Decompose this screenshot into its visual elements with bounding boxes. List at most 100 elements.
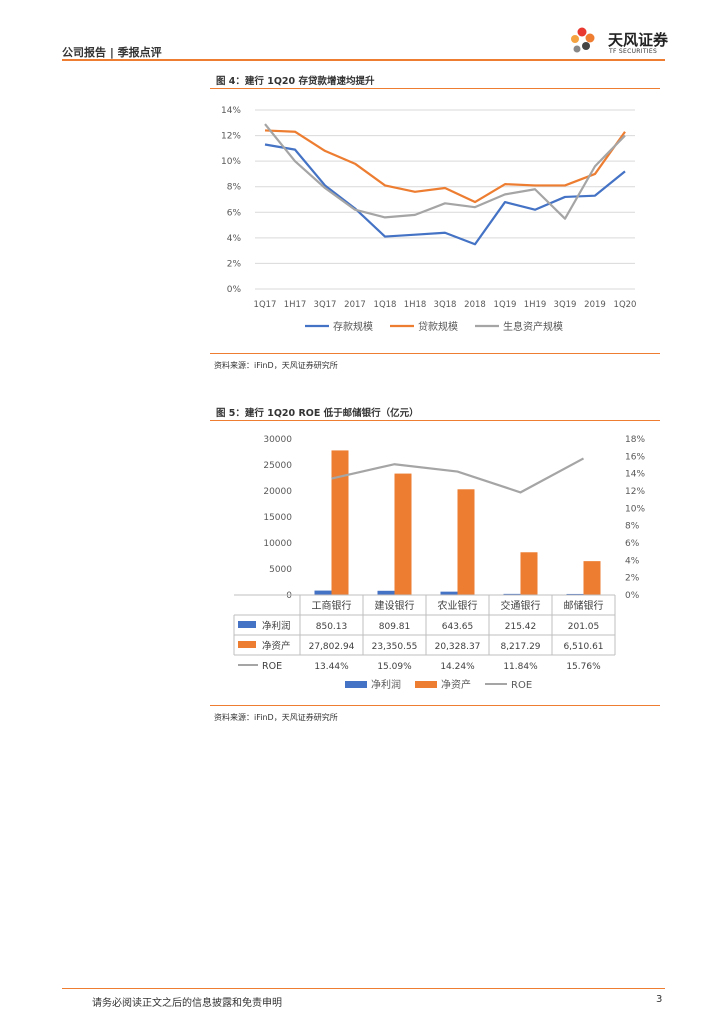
- bar-net-profit: [314, 590, 332, 595]
- table-cell: 15.09%: [377, 662, 412, 672]
- y-left-tick-label: 25000: [263, 461, 292, 471]
- category-label: 农业银行: [438, 599, 478, 612]
- x-tick-label: 2017: [344, 300, 366, 310]
- y-left-tick-label: 10000: [263, 539, 292, 549]
- bar-net-assets: [583, 561, 601, 595]
- y-tick-label: 2%: [227, 259, 242, 269]
- y-left-tick-label: 5000: [269, 565, 292, 575]
- y-right-tick-label: 8%: [625, 522, 640, 532]
- bar-net-assets: [331, 450, 349, 595]
- table-cell: 23,350.55: [372, 642, 418, 652]
- x-tick-label: 1Q17: [254, 300, 277, 310]
- figure4-top-rule: [210, 88, 660, 89]
- bar-net-profit: [503, 593, 521, 595]
- y-left-tick-label: 30000: [263, 435, 292, 445]
- category-label: 建设银行: [375, 599, 415, 612]
- series-line-2: [264, 123, 626, 220]
- table-cell: 643.65: [442, 622, 474, 632]
- legend-label: ROE: [511, 680, 532, 691]
- y-right-tick-label: 14%: [625, 470, 645, 480]
- legend-swatch: [345, 681, 367, 688]
- y-left-tick-label: 15000: [263, 513, 292, 523]
- table-cell: 20,328.37: [435, 642, 481, 652]
- header-divider: [62, 59, 665, 61]
- y-right-tick-label: 12%: [625, 487, 645, 497]
- y-right-tick-label: 18%: [625, 435, 645, 445]
- table-cell: 14.24%: [440, 662, 475, 672]
- y-left-tick-label: 20000: [263, 487, 292, 497]
- footer-disclaimer: 请务必阅读正文之后的信息披露和免责申明: [92, 998, 282, 1009]
- footer-divider: [62, 988, 665, 989]
- series-line-0: [264, 143, 626, 246]
- table-cell: 809.81: [379, 622, 411, 632]
- y-right-tick-label: 4%: [625, 556, 640, 566]
- category-label: 邮储银行: [564, 599, 604, 612]
- y-tick-label: 10%: [221, 157, 241, 167]
- figure4-title: 图 4：建行 1Q20 存贷款增速均提升: [216, 76, 375, 87]
- y-right-tick-label: 6%: [625, 539, 640, 549]
- bar-net-profit: [377, 590, 395, 595]
- x-tick-label: 3Q18: [434, 300, 457, 310]
- legend-swatch: [415, 681, 437, 688]
- table-row-label: 净资产: [262, 640, 291, 652]
- brand-sub: TF SECURITIES: [609, 48, 658, 55]
- table-legend-swatch: [238, 641, 256, 648]
- bar-line-chart: 0 5000 10000 15000 20000 25000 30000 0% 2% 4% 6% 8%…: [233, 435, 645, 691]
- x-tick-label: 1Q18: [374, 300, 397, 310]
- report-category: 公司报告 | 季报点评: [62, 46, 162, 59]
- category-label: 交通银行: [501, 599, 541, 612]
- figure5-source: 资料来源：iFinD，天风证券研究所: [214, 713, 338, 722]
- x-tick-label: 1H18: [404, 300, 427, 310]
- bar-net-assets: [394, 473, 412, 595]
- x-tick-label: 3Q19: [554, 300, 577, 310]
- page-number: 3: [656, 994, 663, 1005]
- bar-net-assets: [520, 552, 538, 595]
- roe-line: [331, 457, 585, 494]
- legend-label: 存款规模: [333, 320, 373, 333]
- y-right-tick-label: 10%: [625, 504, 645, 514]
- y-tick-label: 14%: [221, 106, 241, 116]
- table-cell: 27,802.94: [309, 642, 355, 652]
- tf-logo-icon: [571, 27, 595, 53]
- brand-name: 天风证券: [608, 31, 669, 49]
- table-cell: 215.42: [505, 622, 537, 632]
- series-line-1: [264, 129, 626, 204]
- bar-net-profit: [566, 593, 584, 595]
- x-tick-label: 1Q19: [494, 300, 517, 310]
- category-label: 工商银行: [312, 599, 352, 612]
- x-tick-label: 2018: [464, 300, 486, 310]
- y-tick-label: 8%: [227, 183, 242, 193]
- table-row-label: 净利润: [262, 620, 291, 632]
- x-tick-label: 2019: [584, 300, 606, 310]
- x-tick-label: 3Q17: [314, 300, 337, 310]
- y-right-tick-label: 16%: [625, 452, 645, 462]
- table-cell: 13.44%: [314, 662, 349, 672]
- y-right-tick-label: 0%: [625, 591, 640, 601]
- legend-label: 贷款规模: [418, 320, 458, 333]
- table-cell: 15.76%: [566, 662, 601, 672]
- y-tick-label: 4%: [227, 234, 242, 244]
- table-cell: 850.13: [316, 622, 348, 632]
- y-tick-label: 0%: [227, 285, 242, 295]
- figure4-source: 资料来源：iFinD，天风证券研究所: [214, 361, 338, 370]
- y-tick-label: 6%: [227, 208, 242, 218]
- line-chart: 0% 2% 4% 6% 8% 10% 12% 14% 1Q17 1H17 3Q17 2017 1Q18 1…: [221, 106, 637, 333]
- legend-label: 净利润: [371, 678, 401, 691]
- figure5-bottom-rule: [210, 705, 660, 706]
- table-cell: 6,510.61: [563, 642, 603, 652]
- table-row-label: ROE: [262, 661, 282, 672]
- bar-net-profit: [440, 591, 458, 595]
- table-cell: 201.05: [568, 622, 600, 632]
- figure5-title: 图 5：建行 1Q20 ROE 低于邮储银行（亿元）: [216, 408, 419, 419]
- y-right-tick-label: 2%: [625, 574, 640, 584]
- x-tick-label: 1H19: [524, 300, 547, 310]
- table-cell: 11.84%: [503, 662, 538, 672]
- y-left-tick-label: 0: [286, 591, 292, 601]
- bar-net-assets: [457, 489, 475, 595]
- x-tick-label: 1Q20: [614, 300, 637, 310]
- figure4-bottom-rule: [210, 353, 660, 354]
- figure5-top-rule: [210, 420, 660, 421]
- legend-label: 净资产: [441, 678, 471, 691]
- table-legend-swatch: [238, 621, 256, 628]
- table-cell: 8,217.29: [500, 642, 540, 652]
